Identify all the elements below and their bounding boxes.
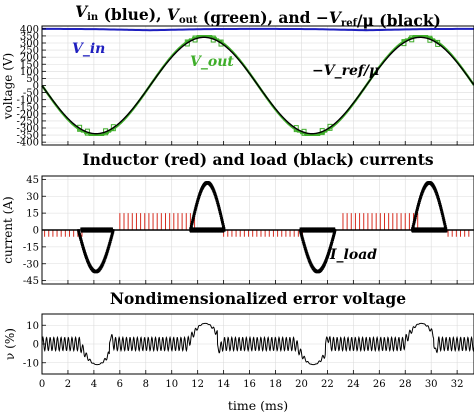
- title-text-run: /μ (black): [357, 11, 441, 30]
- title-text-run: (blue),: [98, 5, 167, 24]
- vout-step-marker: [184, 39, 190, 47]
- panel-error-xticks: 0 2 4 6 8 10 12 14 16 18 20 22 24 26 28 30 32: [39, 370, 464, 390]
- x-tick-label: 0: [39, 379, 45, 390]
- panel-error-yticks: 10 0 -10: [23, 321, 46, 369]
- title-symbol: V: [167, 5, 181, 24]
- y-tick-label: 350: [20, 31, 39, 42]
- title-subscript: out: [179, 15, 198, 26]
- panel-voltage-xtickmarks: [41, 141, 458, 145]
- panel-voltage-title: Vin (blue), Vout (green), and −Vref/μ (b…: [75, 2, 441, 30]
- vout-step-marker: [218, 39, 224, 47]
- y-tick-label: -400: [17, 138, 39, 149]
- x-tick-label: 32: [451, 379, 464, 390]
- panel-voltage: Vin (blue), Vout (green), and −Vref/μ (b…: [1, 2, 474, 149]
- load-current-ripple: [410, 227, 448, 233]
- load-current-lobe: [298, 229, 337, 274]
- iload-annotation: I_load: [329, 247, 377, 263]
- y-tick-label: 0: [33, 81, 39, 92]
- y-tick-label: 200: [20, 53, 39, 64]
- panel-error-ylabel: ν (%): [3, 328, 17, 360]
- title-symbol: V: [329, 8, 343, 27]
- y-tick-label: -150: [17, 102, 39, 113]
- y-tick-label: 250: [20, 46, 39, 57]
- load-current-ripple: [80, 227, 114, 233]
- x-tick-label: 12: [191, 379, 204, 390]
- y-tick-label: 150: [20, 60, 39, 71]
- panel-currents-title: Inductor (red) and load (black) currents: [82, 150, 433, 169]
- panel-voltage-plot: [41, 27, 474, 136]
- y-tick-label: -10: [23, 358, 39, 369]
- y-tick-label: 30: [26, 192, 39, 203]
- vin-annotation: V_in: [72, 41, 105, 57]
- x-tick-label: 14: [217, 379, 230, 390]
- y-tick-label: 10: [26, 321, 39, 332]
- y-tick-label: -350: [17, 131, 39, 142]
- panel-currents-yticks: 45 30 15 0 -15 -30 -45: [23, 175, 46, 287]
- x-tick-label: 20: [295, 379, 308, 390]
- y-tick-label: -300: [17, 124, 39, 135]
- vout-step-marker: [77, 124, 83, 132]
- vout-step-marker: [110, 124, 116, 132]
- x-tick-label: 6: [117, 379, 123, 390]
- y-tick-label: -45: [23, 276, 39, 287]
- error-voltage-line: [41, 322, 474, 366]
- vout-annotation: V_out: [190, 54, 234, 70]
- y-tick-label: 50: [26, 74, 39, 85]
- panel-voltage-ylabel: voltage (V): [1, 53, 15, 120]
- x-tick-label: 24: [347, 379, 360, 390]
- vout-step-marker: [401, 39, 407, 47]
- x-tick-label: 26: [373, 379, 386, 390]
- y-tick-label: 15: [26, 209, 39, 220]
- y-tick-label: 45: [26, 175, 39, 186]
- vout-step-marker: [293, 125, 299, 133]
- vout-step-marker: [435, 39, 441, 47]
- panel-currents-ylabel: current (A): [1, 196, 15, 263]
- y-tick-label: -200: [17, 109, 39, 120]
- panel-currents-plot: [42, 180, 474, 274]
- y-tick-label: -100: [17, 95, 39, 106]
- y-tick-label: 300: [20, 39, 39, 50]
- title-subscript: ref: [341, 18, 358, 29]
- panel-currents: Inductor (red) and load (black) currents…: [1, 150, 474, 287]
- y-tick-label: -30: [23, 259, 39, 270]
- x-tick-label: 22: [321, 379, 334, 390]
- panel-currents-xtickmarks: [41, 280, 458, 284]
- y-tick-label: -15: [23, 242, 39, 253]
- title-text-run: (green), and −: [198, 8, 329, 27]
- x-tick-label: 8: [143, 379, 149, 390]
- y-tick-label: -250: [17, 116, 39, 127]
- vref-annotation: −V_ref/μ: [312, 63, 379, 79]
- load-current-ripple: [299, 227, 336, 233]
- title-symbol: V: [75, 2, 89, 21]
- x-tick-label: 10: [165, 379, 178, 390]
- load-current-lobe: [411, 180, 448, 232]
- panel-error-plot: [41, 322, 474, 366]
- panel-error-grid: [41, 314, 474, 374]
- y-tick-label: 0: [33, 226, 39, 237]
- panel-error: Nondimensionalized error voltage 100-10 …: [3, 289, 474, 413]
- x-axis-label: time (ms): [228, 398, 288, 413]
- x-tick-label: 16: [243, 379, 256, 390]
- x-tick-label: 30: [425, 379, 438, 390]
- vin-annotation-text: V_in: [72, 41, 105, 57]
- load-current-lobe: [189, 180, 226, 232]
- y-tick-label: 400: [20, 24, 39, 35]
- vin-line: [41, 27, 474, 32]
- x-tick-label: 28: [399, 379, 412, 390]
- x-tick-label: 2: [65, 379, 71, 390]
- y-tick-label: -50: [23, 88, 39, 99]
- x-tick-label: 18: [269, 379, 282, 390]
- vref-line: [41, 36, 474, 135]
- vout-step-marker: [327, 123, 333, 131]
- panel-error-title: Nondimensionalized error voltage: [110, 289, 406, 308]
- x-tick-label: 4: [91, 379, 97, 390]
- load-current-ripple: [189, 227, 225, 233]
- y-tick-label: 100: [20, 67, 39, 78]
- load-current-lobe: [77, 229, 115, 274]
- panel-voltage-yticks: 400350300250200150100500-50-100-150-200-…: [17, 24, 46, 149]
- title-subscript: in: [87, 12, 99, 23]
- y-tick-label: 0: [33, 340, 39, 351]
